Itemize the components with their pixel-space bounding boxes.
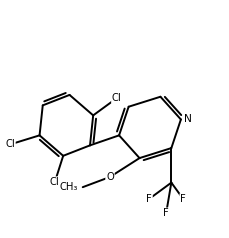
Text: Cl: Cl <box>5 139 15 149</box>
Text: Cl: Cl <box>50 177 59 187</box>
Text: CH₃: CH₃ <box>60 182 78 192</box>
Text: N: N <box>183 114 191 124</box>
Text: Cl: Cl <box>112 93 121 103</box>
Text: O: O <box>106 172 113 182</box>
Text: F: F <box>163 208 168 218</box>
Text: F: F <box>146 194 151 204</box>
Text: F: F <box>180 194 185 204</box>
